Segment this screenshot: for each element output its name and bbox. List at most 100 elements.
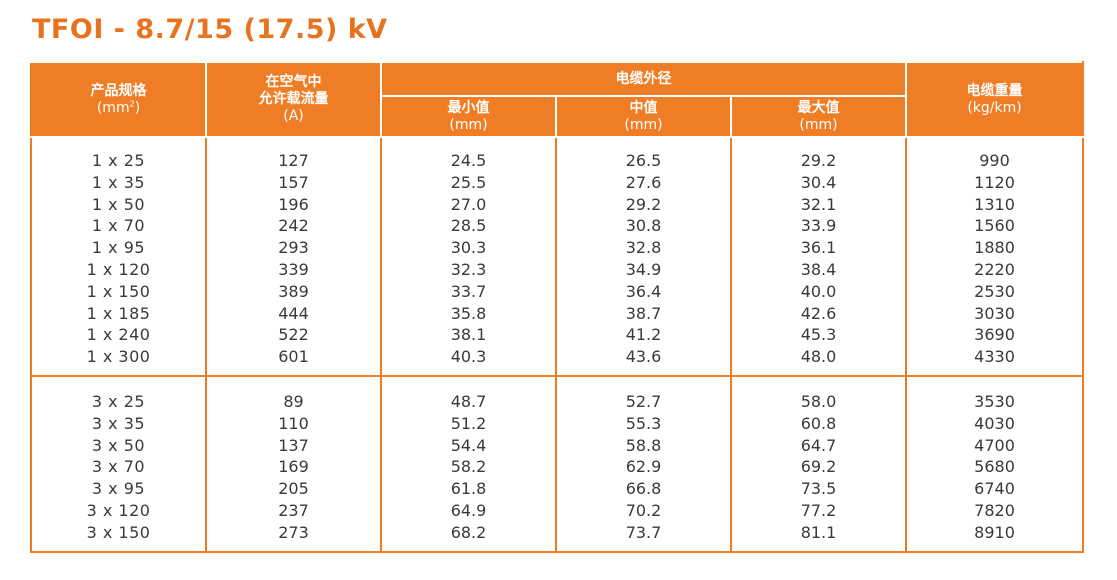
mid-diameter-value: 66.8 [625, 479, 662, 499]
size-value: 1 x 70 [91, 216, 146, 236]
col-header-weight: 电缆重量 (kg/km) [905, 61, 1085, 138]
min-diameter-value: 30.3 [450, 238, 487, 258]
cell-mid-diameter: 26.5 27.6 29.2 30.8 32.8 34.9 36.4 38.7 41.2 43.6 [555, 137, 732, 377]
max-diameter-value: 73.5 [800, 479, 837, 499]
current-value: 169 [278, 457, 309, 477]
col-header-spec: 产品规格 (mm2) [30, 61, 207, 138]
cell-max-diameter: 58.0 60.8 64.7 69.2 73.5 77.2 81.1 [729, 375, 908, 553]
col-header-spec-unit: (mm2) [32, 98, 205, 117]
max-diameter-value: 48.0 [800, 347, 837, 367]
min-diameter-value: 38.1 [450, 325, 487, 345]
size-value: 3 x 150 [86, 522, 151, 542]
cell-current: 89 110 137 169 205 237 273 [205, 375, 382, 553]
mid-diameter-value: 43.6 [625, 347, 662, 367]
current-value: 89 [283, 391, 304, 411]
mid-diameter-value: 36.4 [625, 281, 662, 301]
max-diameter-value: 77.2 [800, 500, 837, 520]
cell-max-diameter: 29.2 30.4 32.1 33.9 36.1 38.4 40.0 42.6 45.3 48.0 [729, 137, 908, 377]
col-header-max-unit: (mm) [799, 116, 838, 133]
current-value: 293 [278, 238, 309, 258]
weight-value: 8910 [974, 522, 1015, 542]
current-value: 389 [278, 281, 309, 301]
col-header-current-line1: 在空气中 [265, 74, 322, 90]
col-header-max: 最大值 (mm) [729, 95, 908, 138]
max-diameter-value: 81.1 [800, 522, 837, 542]
size-value: 1 x 95 [91, 238, 146, 258]
max-diameter-value: 58.0 [800, 391, 837, 411]
max-diameter-value: 42.6 [800, 303, 837, 323]
cell-min-diameter: 48.7 51.2 54.4 58.2 61.8 64.9 68.2 [380, 375, 557, 553]
size-value: 1 x 50 [91, 194, 146, 214]
col-header-current-unit: (A) [283, 108, 304, 124]
min-diameter-value: 40.3 [450, 347, 487, 367]
size-value: 3 x 35 [91, 413, 146, 433]
mid-diameter-value: 41.2 [625, 325, 662, 345]
size-value: 1 x 25 [91, 151, 146, 170]
col-header-mid-unit: (mm) [624, 116, 663, 133]
weight-value: 2220 [974, 259, 1015, 279]
mid-diameter-value: 38.7 [625, 303, 662, 323]
max-diameter-value: 45.3 [800, 325, 837, 345]
current-value: 237 [278, 500, 309, 520]
col-header-diameter-group: 电缆外径 [379, 61, 908, 97]
current-value: 444 [278, 303, 309, 323]
cell-current: 127 157 196 242 293 339 389 444 522 601 [205, 137, 382, 377]
weight-value: 4030 [974, 413, 1015, 433]
mid-diameter-value: 32.8 [625, 238, 662, 258]
weight-value: 5680 [974, 457, 1015, 477]
current-value: 137 [278, 435, 309, 455]
cell-size: 1 x 25 1 x 35 1 x 50 1 x 70 1 x 95 1 x 120 1 x… [30, 137, 207, 377]
min-diameter-value: 33.7 [450, 281, 487, 301]
weight-value: 2530 [974, 281, 1015, 301]
size-value: 1 x 120 [86, 259, 151, 279]
mid-diameter-value: 55.3 [625, 413, 662, 433]
col-header-weight-unit: (kg/km) [967, 99, 1022, 116]
col-header-weight-label: 电缆重量 [966, 82, 1023, 99]
cell-weight: 3530 4030 4700 5680 6740 7820 8910 [905, 375, 1085, 553]
min-diameter-value: 35.8 [450, 303, 487, 323]
max-diameter-value: 36.1 [800, 238, 837, 258]
col-header-min: 最小值 (mm) [380, 95, 557, 138]
cell-weight: 990 1120 1310 1560 1880 2220 2530 3030 3690 4330 [905, 137, 1085, 377]
min-diameter-value: 54.4 [450, 435, 487, 455]
spec-unit-close: ) [134, 99, 141, 116]
weight-value: 4700 [974, 435, 1015, 455]
min-diameter-value: 64.9 [450, 500, 487, 520]
weight-value: 4330 [974, 347, 1015, 367]
size-value: 3 x 50 [91, 435, 146, 455]
current-value: 127 [278, 151, 309, 170]
col-header-max-label: 最大值 [797, 99, 840, 116]
min-diameter-value: 25.5 [450, 172, 487, 192]
min-diameter-value: 51.2 [450, 413, 487, 433]
mid-diameter-value: 58.8 [625, 435, 662, 455]
min-diameter-value: 28.5 [450, 216, 487, 236]
weight-value: 1880 [974, 238, 1015, 258]
current-value: 273 [278, 522, 309, 542]
weight-value: 6740 [974, 479, 1015, 499]
current-value: 205 [278, 479, 309, 499]
size-value: 3 x 25 [91, 391, 146, 411]
col-header-current: 在空气中 允许载流量 (A) [205, 61, 382, 138]
min-diameter-value: 27.0 [450, 194, 487, 214]
col-header-current-line2: 允许载流量 [258, 91, 329, 107]
weight-value: 1120 [974, 172, 1015, 192]
weight-value: 7820 [974, 500, 1015, 520]
current-value: 110 [278, 413, 309, 433]
table-group-row: 3 x 25 3 x 35 3 x 50 3 x 70 3 x 95 3 x 120 3 x… [30, 375, 1085, 553]
cell-mid-diameter: 52.7 55.3 58.8 62.9 66.8 70.2 73.7 [555, 375, 732, 553]
size-value: 1 x 185 [86, 303, 151, 323]
table-body: 1 x 25 1 x 35 1 x 50 1 x 70 1 x 95 1 x 120 1 x… [30, 137, 1085, 553]
size-value: 3 x 70 [91, 457, 146, 477]
spec-unit-superscript: 2 [129, 98, 135, 108]
current-value: 196 [278, 194, 309, 214]
min-diameter-value: 61.8 [450, 479, 487, 499]
weight-value: 990 [979, 151, 1010, 170]
max-diameter-value: 64.7 [800, 435, 837, 455]
max-diameter-value: 32.1 [800, 194, 837, 214]
min-diameter-value: 24.5 [450, 151, 487, 170]
min-diameter-value: 58.2 [450, 457, 487, 477]
size-value: 1 x 240 [86, 325, 151, 345]
max-diameter-value: 60.8 [800, 413, 837, 433]
min-diameter-value: 48.7 [450, 391, 487, 411]
mid-diameter-value: 30.8 [625, 216, 662, 236]
